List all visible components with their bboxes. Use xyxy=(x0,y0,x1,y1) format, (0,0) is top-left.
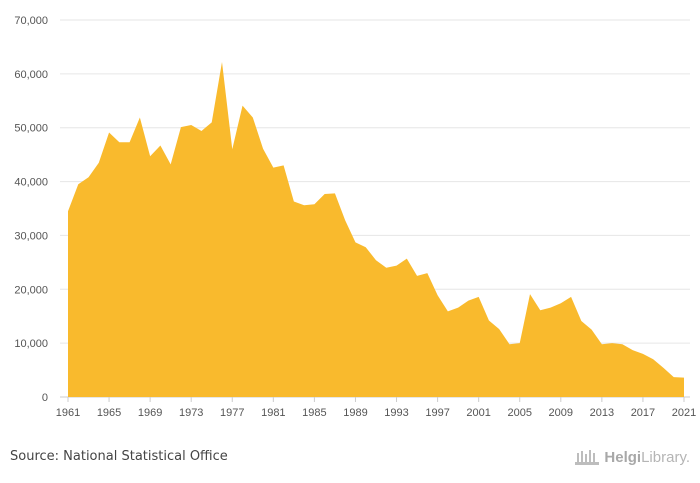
source-note: Source: National Statistical Office xyxy=(10,449,228,464)
x-tick-label: 1993 xyxy=(384,407,408,419)
x-tick-label: 1997 xyxy=(425,407,449,419)
x-tick-label: 2017 xyxy=(631,407,655,419)
x-tick-label: 1969 xyxy=(138,407,162,419)
chart-area xyxy=(67,61,685,397)
brand-name: HelgiLibrary. xyxy=(604,448,690,466)
x-tick-label: 1985 xyxy=(302,407,326,419)
x-tick-label: 1973 xyxy=(179,407,203,419)
x-tick-label: 2005 xyxy=(507,407,531,419)
library-icon xyxy=(575,450,600,465)
y-axis: 0 10,000 20,000 30,000 40,000 50,000 60,000 70,… xyxy=(14,15,48,404)
y-tick-label: 20,000 xyxy=(14,284,48,296)
y-tick-label: 30,000 xyxy=(14,230,48,242)
x-tick-label: 2013 xyxy=(590,407,614,419)
x-tick-label: 2009 xyxy=(549,407,573,419)
x-tick-label: 1977 xyxy=(220,407,244,419)
y-tick-label: 40,000 xyxy=(14,177,48,189)
x-tick-label: 1981 xyxy=(261,407,285,419)
x-tick-label: 2021 xyxy=(672,407,696,419)
area-series xyxy=(68,62,684,397)
y-tick-label: 50,000 xyxy=(14,123,48,135)
x-tick-label: 2001 xyxy=(466,407,490,419)
y-tick-label: 60,000 xyxy=(14,69,48,81)
x-tick-label: 1965 xyxy=(97,407,121,419)
x-tick-label: 1989 xyxy=(343,407,367,419)
y-tick-label: 70,000 xyxy=(14,15,48,27)
x-tick-label: 1961 xyxy=(56,407,80,419)
y-tick-label: 0 xyxy=(42,392,48,404)
brand-logo: HelgiLibrary. xyxy=(574,448,690,466)
y-tick-label: 10,000 xyxy=(14,338,48,350)
x-axis: 1961 1965 1969 1973 1977 1981 1985 1989 1993 1997… xyxy=(56,397,696,419)
